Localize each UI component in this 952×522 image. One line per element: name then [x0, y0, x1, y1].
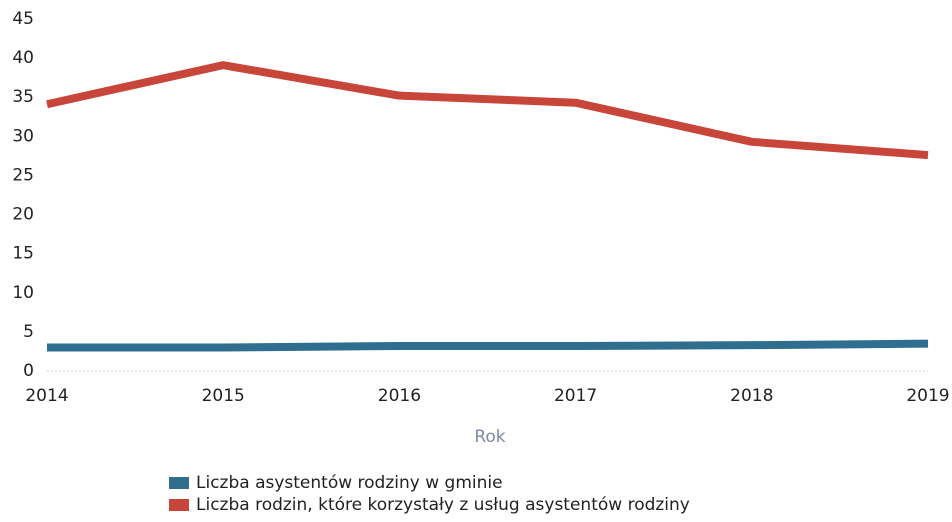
- x-axis-title: Rok: [474, 427, 505, 447]
- y-tick-label: 0: [23, 361, 34, 381]
- y-tick-label: 15: [12, 244, 34, 264]
- legend-swatch: [169, 477, 189, 489]
- legend-swatch: [169, 499, 189, 511]
- legend-label: Liczba rodzin, które korzystały z usług …: [196, 495, 690, 515]
- legend-label: Liczba asystentów rodziny w gminie: [196, 473, 503, 493]
- y-tick-label: 35: [12, 87, 34, 107]
- y-tick-label: 25: [12, 165, 34, 185]
- x-tick-label: 2019: [906, 386, 949, 406]
- x-tick-label: 2017: [554, 386, 597, 406]
- x-tick-label: 2014: [25, 386, 68, 406]
- y-tick-label: 5: [23, 322, 34, 342]
- y-tick-label: 40: [12, 48, 34, 68]
- series-line: [47, 339, 929, 352]
- x-tick-label: 2018: [730, 386, 773, 406]
- series-line: [46, 61, 929, 160]
- y-tick-label: 10: [12, 283, 34, 303]
- x-tick-label: 2015: [202, 386, 245, 406]
- y-tick-label: 20: [12, 205, 34, 225]
- x-tick-label: 2016: [378, 386, 421, 406]
- y-tick-label: 45: [12, 9, 34, 29]
- y-tick-label: 30: [12, 126, 34, 146]
